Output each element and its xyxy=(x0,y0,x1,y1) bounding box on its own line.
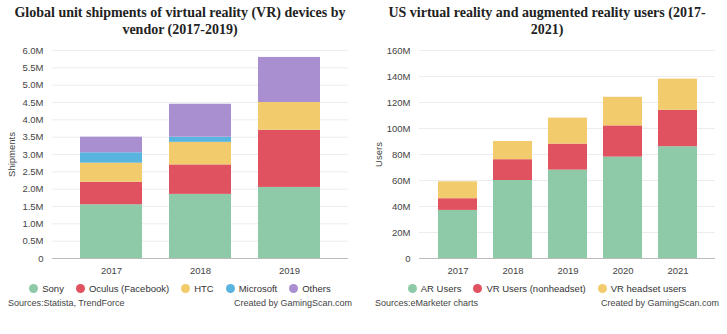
svg-text:20M: 20M xyxy=(392,227,411,238)
html-text:Global unit shipments of virtu: Global unit shipments of virtual reality… xyxy=(14,5,346,37)
svg-text:4.0M: 4.0M xyxy=(22,114,43,125)
html-text:Created by GamingScan.com: Created by GamingScan.com xyxy=(233,298,352,308)
html-text:VR headset users: VR headset users xyxy=(610,282,687,294)
svg-text:3.0M: 3.0M xyxy=(22,149,43,160)
html-text:Created by GamingScan.com: Created by GamingScan.com xyxy=(600,298,719,308)
html-text:Microsoft: Microsoft xyxy=(238,282,278,294)
svg-text:40M: 40M xyxy=(392,201,411,212)
svg-text:5.0M: 5.0M xyxy=(22,79,43,90)
svg-text:Users: Users xyxy=(373,142,384,167)
svg-text:100M: 100M xyxy=(387,123,411,134)
svg-text:2018: 2018 xyxy=(502,265,523,276)
html-text:VR Users (nonheadset): VR Users (nonheadset) xyxy=(486,282,586,294)
svg-text:2020: 2020 xyxy=(612,265,633,276)
svg-text:0: 0 xyxy=(405,253,410,264)
svg-text:2021: 2021 xyxy=(667,265,688,276)
svg-text:120M: 120M xyxy=(387,97,411,108)
svg-text:2019: 2019 xyxy=(557,265,578,276)
svg-text:80M: 80M xyxy=(392,149,411,160)
html-text:Sony: Sony xyxy=(42,282,64,294)
svg-text:1.5M: 1.5M xyxy=(22,201,43,212)
svg-text:2.0M: 2.0M xyxy=(22,183,43,194)
svg-text:2017: 2017 xyxy=(101,265,122,276)
svg-text:1.0M: 1.0M xyxy=(22,218,43,229)
svg-text:0: 0 xyxy=(38,253,43,264)
svg-text:2019: 2019 xyxy=(279,265,300,276)
html-text:Oculus (Facebook): Oculus (Facebook) xyxy=(88,282,170,294)
svg-text:3.5M: 3.5M xyxy=(22,131,43,142)
svg-text:140M: 140M xyxy=(387,71,411,82)
html-text:Others: Others xyxy=(302,282,331,294)
html-text:Sources:eMarketer charts: Sources:eMarketer charts xyxy=(375,298,478,308)
html-text:AR Users: AR Users xyxy=(420,282,462,294)
svg-text:2018: 2018 xyxy=(190,265,211,276)
svg-text:5.5M: 5.5M xyxy=(22,62,43,73)
svg-text:6.0M: 6.0M xyxy=(22,45,43,56)
html-text:HTC: HTC xyxy=(194,282,214,294)
svg-text:2017: 2017 xyxy=(447,265,468,276)
svg-text:60M: 60M xyxy=(392,175,411,186)
svg-text:160M: 160M xyxy=(387,45,411,56)
html-text:Sources:Statista, TrendForce: Sources:Statista, TrendForce xyxy=(8,298,125,308)
svg-text:4.5M: 4.5M xyxy=(22,97,43,108)
svg-text:2.5M: 2.5M xyxy=(22,166,43,177)
html-text:US virtual reality and augment: US virtual reality and augmented reality… xyxy=(388,5,706,37)
svg-text:Shipments: Shipments xyxy=(6,132,17,177)
svg-text:0.5M: 0.5M xyxy=(22,235,43,246)
